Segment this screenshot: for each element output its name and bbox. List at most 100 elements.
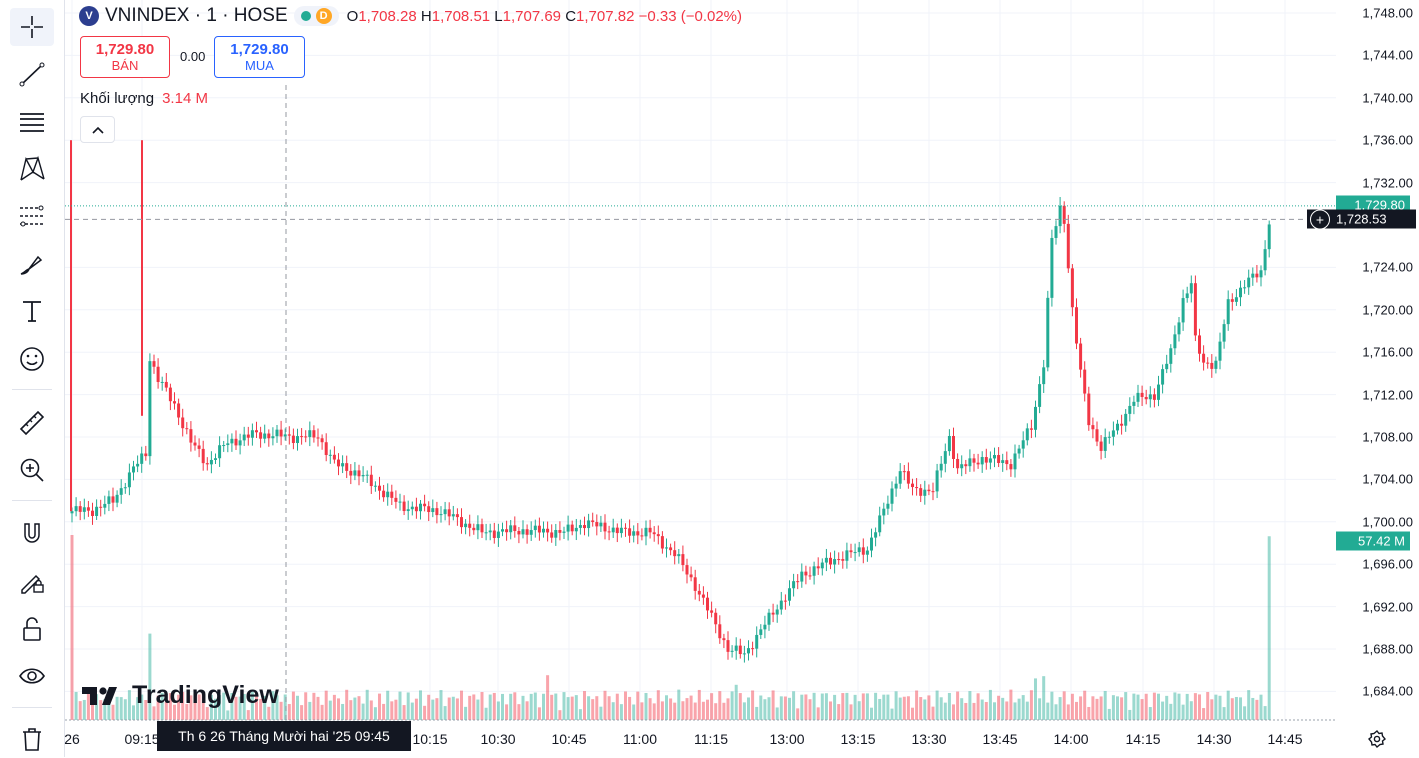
- candlestick-chart[interactable]: [65, 0, 1336, 757]
- buy-button[interactable]: 1,729.80 MUA: [214, 36, 305, 78]
- candle-body: [857, 547, 861, 553]
- settings-gear-icon[interactable]: [1366, 728, 1388, 750]
- volume-bar: [345, 689, 349, 720]
- volume-bar: [480, 691, 484, 720]
- volume-bar: [1075, 701, 1078, 720]
- zoom-in-icon[interactable]: [10, 451, 54, 489]
- volume-bar: [386, 690, 390, 720]
- volume-bar: [1009, 689, 1013, 720]
- volume-bar: [1247, 690, 1251, 720]
- candle-body: [988, 458, 992, 463]
- volume-bar: [1050, 691, 1054, 720]
- emoji-icon[interactable]: [10, 340, 54, 378]
- candle-body: [472, 527, 476, 531]
- candle-body: [160, 381, 164, 383]
- candle-body: [554, 530, 558, 538]
- candle-body: [496, 531, 500, 538]
- eye-icon[interactable]: [10, 657, 54, 695]
- candle-body: [960, 464, 964, 469]
- candle-body: [406, 509, 410, 512]
- candle-body: [1062, 205, 1066, 224]
- crosshair-price-label[interactable]: + 1,728.53: [1307, 209, 1416, 230]
- ruler-icon[interactable]: [10, 404, 54, 442]
- volume-bar: [1189, 701, 1193, 720]
- unlock-icon[interactable]: [10, 610, 54, 648]
- volume-price-label: 57.42 M: [1336, 531, 1410, 551]
- fib-retracement-icon[interactable]: [10, 197, 54, 235]
- price-tick-label: 1,748.00: [1362, 5, 1413, 21]
- volume-bar: [123, 699, 127, 720]
- volume-bar: [517, 704, 521, 720]
- volume-bar: [1107, 708, 1111, 720]
- volume-bar: [1169, 703, 1173, 720]
- volume-bar: [796, 708, 800, 720]
- volume-bar: [414, 698, 418, 720]
- market-status-pill[interactable]: D: [293, 6, 339, 26]
- volume-bar: [960, 698, 964, 720]
- pattern-icon[interactable]: [10, 150, 54, 188]
- candle-body: [701, 594, 705, 598]
- chevron-up-icon: [91, 126, 104, 134]
- candle-body: [833, 559, 837, 565]
- time-axis[interactable]: 26 09:15 10:15 10:30 10:45 11:00 11:15 13:00 13:…: [64, 722, 1336, 757]
- volume-bar: [1193, 693, 1197, 720]
- volume-bar: [615, 693, 619, 720]
- volume-bar: [1001, 697, 1005, 720]
- magnet-icon[interactable]: [10, 515, 54, 553]
- candle-body: [656, 534, 660, 537]
- candle-body: [1042, 367, 1046, 385]
- volume-bar: [1103, 690, 1107, 720]
- volume-label: Khối lượng: [80, 90, 155, 107]
- price-scale[interactable]: 1,748.00 1,744.00 1,740.00 1,736.00 1,732.00…: [1336, 0, 1419, 757]
- volume-bar: [1070, 693, 1074, 720]
- change-value: −0.33 (−0.02%): [638, 7, 743, 25]
- symbol-title[interactable]: VNINDEX · 1 · HOSE: [105, 5, 288, 26]
- candle-body: [308, 430, 312, 438]
- candle-body: [902, 471, 906, 473]
- volume-bar: [636, 691, 640, 720]
- candle-body: [250, 430, 254, 438]
- candle-body: [1210, 362, 1214, 369]
- candle-body: [1140, 392, 1144, 397]
- lock-drawings-icon[interactable]: [10, 562, 54, 600]
- time-tick-label: 10:15: [412, 731, 448, 747]
- candle-body: [824, 557, 828, 563]
- candle-body: [373, 485, 377, 487]
- candle-body: [726, 640, 730, 652]
- add-alert-icon[interactable]: +: [1310, 209, 1330, 230]
- candle-body: [665, 547, 668, 549]
- candle-body: [976, 462, 980, 465]
- trash-icon[interactable]: [10, 720, 54, 758]
- volume-bar: [882, 694, 886, 720]
- volume-bar: [755, 706, 759, 720]
- volume-bar: [829, 701, 832, 720]
- candle-body: [1017, 448, 1021, 454]
- volume-bar: [250, 691, 254, 720]
- candle-body: [763, 624, 767, 630]
- chart-pane[interactable]: [65, 0, 1336, 757]
- candle-body: [218, 445, 222, 459]
- brush-icon[interactable]: [10, 245, 54, 283]
- volume-bar: [1025, 701, 1029, 720]
- text-icon[interactable]: [10, 292, 54, 330]
- price-tick-label: 1,724.00: [1362, 259, 1413, 275]
- high-label: H: [420, 7, 432, 25]
- volume-bar: [968, 691, 972, 720]
- trend-line-icon[interactable]: [10, 55, 54, 93]
- volume-bar: [160, 692, 164, 720]
- candle-body: [542, 528, 545, 533]
- volume-bar: [353, 697, 357, 720]
- price-tick-label: 1,684.00: [1362, 683, 1413, 699]
- candle-body: [1230, 299, 1234, 302]
- volume-bar: [751, 690, 755, 720]
- sell-button[interactable]: 1,729.80 BÁN: [80, 36, 170, 78]
- volume-bar: [894, 691, 898, 720]
- horizontal-lines-icon[interactable]: [10, 102, 54, 140]
- time-tick-label: 14:00: [1053, 731, 1089, 747]
- volume-bar: [361, 703, 365, 720]
- last-price-label: 1,729.80: [1336, 195, 1410, 215]
- collapse-legend-button[interactable]: [80, 116, 115, 143]
- candle-body: [537, 525, 541, 533]
- volume-bar: [808, 699, 812, 720]
- crosshair-icon[interactable]: [10, 8, 54, 46]
